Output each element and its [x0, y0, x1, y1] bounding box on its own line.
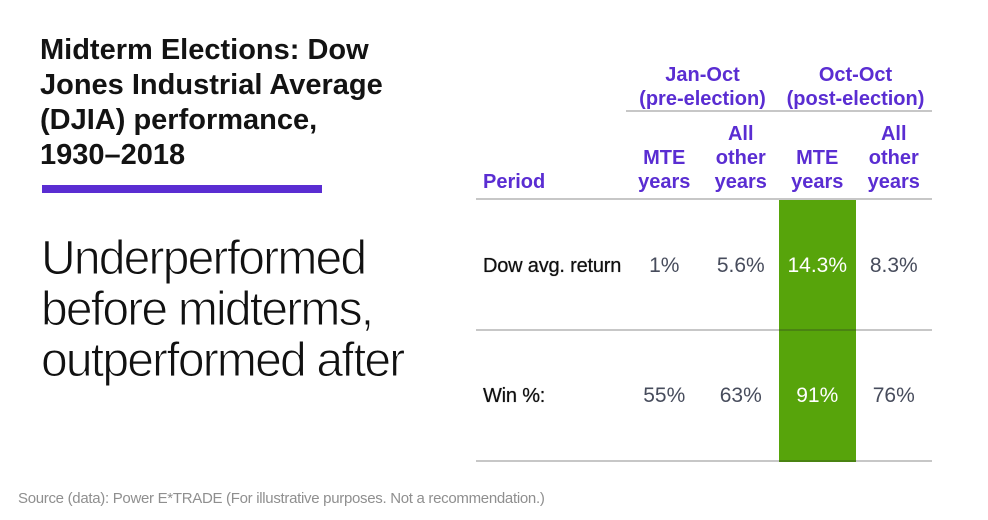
header-divider [476, 198, 932, 200]
column-header-mte-post: MTE years [791, 147, 844, 193]
row-label-win-pct: Win %: [483, 384, 546, 407]
value-dow-other-post: 8.3% [869, 253, 918, 277]
table-row-dow-return: Dow avg. return 1% 5.6% 14.3% 8.3% [476, 201, 932, 330]
chart-subtitle: Underperformed before midterms, outperfo… [40, 232, 405, 387]
column-group-header-row: Jan-Oct (pre-election) Oct-Oct (post-ele… [626, 63, 932, 111]
row-label-dow-return: Dow avg. return [483, 254, 622, 277]
value-dow-mte-post: 14.3% [787, 253, 848, 277]
table-bottom-divider [476, 460, 932, 462]
column-header-other-post: All other years [867, 123, 920, 193]
row-divider [476, 329, 932, 331]
group-header-post-election: Oct-Oct (post-election) [786, 64, 925, 110]
column-header-other-pre: All other years [714, 123, 767, 193]
column-header-period: Period [483, 171, 546, 193]
value-dow-mte-pre: 1% [649, 253, 680, 277]
value-win-other-pre: 63% [719, 383, 762, 407]
value-dow-other-pre: 5.6% [716, 253, 765, 277]
title-accent-rule [42, 185, 322, 193]
highlight-column-band [779, 200, 856, 462]
chart-title: Midterm Elections: Dow Jones Industrial … [40, 34, 383, 171]
value-win-mte-post: 91% [796, 383, 839, 407]
column-header-mte-pre: MTE years [638, 147, 691, 193]
column-header-row: Period MTE years All other years MTE yea… [476, 118, 932, 194]
group-header-divider [626, 110, 932, 112]
value-win-other-post: 76% [872, 383, 915, 407]
group-header-pre-election: Jan-Oct (pre-election) [639, 64, 766, 110]
source-note: Source (data): Power E*TRADE (For illust… [18, 490, 545, 507]
value-win-mte-pre: 55% [643, 383, 686, 407]
table-row-win-pct: Win %: 55% 63% 91% 76% [476, 331, 932, 460]
